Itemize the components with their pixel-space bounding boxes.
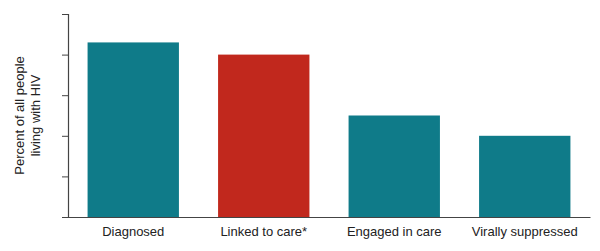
x-tick-label: Virally suppressed: [472, 224, 578, 239]
plot: Diagnosed Linked to care* Engaged in care V…: [62, 15, 591, 240]
x-tick-label: Engaged in care: [347, 224, 442, 239]
bar: [479, 136, 570, 217]
y-tick-mark: [62, 176, 68, 177]
y-axis-title-line: living with HIV: [28, 74, 43, 156]
x-axis-line: [69, 217, 591, 218]
y-tick-mark: [62, 55, 68, 56]
x-axis: Diagnosed Linked to care* Engaged in care V…: [69, 218, 591, 240]
y-tick-mark: [62, 217, 68, 218]
y-axis-title: Percent of all peopleliving with HIV: [12, 56, 43, 175]
bar: [88, 42, 179, 217]
y-tick: [62, 55, 68, 56]
y-axis-title-line: Percent of all people: [12, 56, 27, 175]
chart: Diagnosed Linked to care* Engaged in care V…: [0, 0, 600, 251]
x-tick: Diagnosed: [102, 224, 164, 239]
x-tick: Engaged in care: [347, 224, 442, 239]
bar: [218, 55, 309, 217]
y-axis-line: [62, 15, 69, 218]
y-tick-mark: [62, 136, 68, 137]
y-tick: [62, 95, 68, 96]
x-tick-label: Diagnosed: [102, 224, 164, 239]
y-tick: [62, 176, 68, 177]
y-tick-mark: [62, 95, 68, 96]
x-tick: Virally suppressed: [472, 224, 578, 239]
y-axis: [62, 15, 69, 218]
y-tick: [62, 14, 68, 15]
x-tick-label: Linked to care*: [220, 224, 307, 239]
bar: [349, 116, 440, 218]
bars: [88, 42, 571, 217]
y-tick: [62, 136, 68, 137]
y-tick: [62, 217, 68, 218]
x-tick: Linked to care*: [220, 224, 307, 239]
y-tick-mark: [62, 14, 68, 15]
